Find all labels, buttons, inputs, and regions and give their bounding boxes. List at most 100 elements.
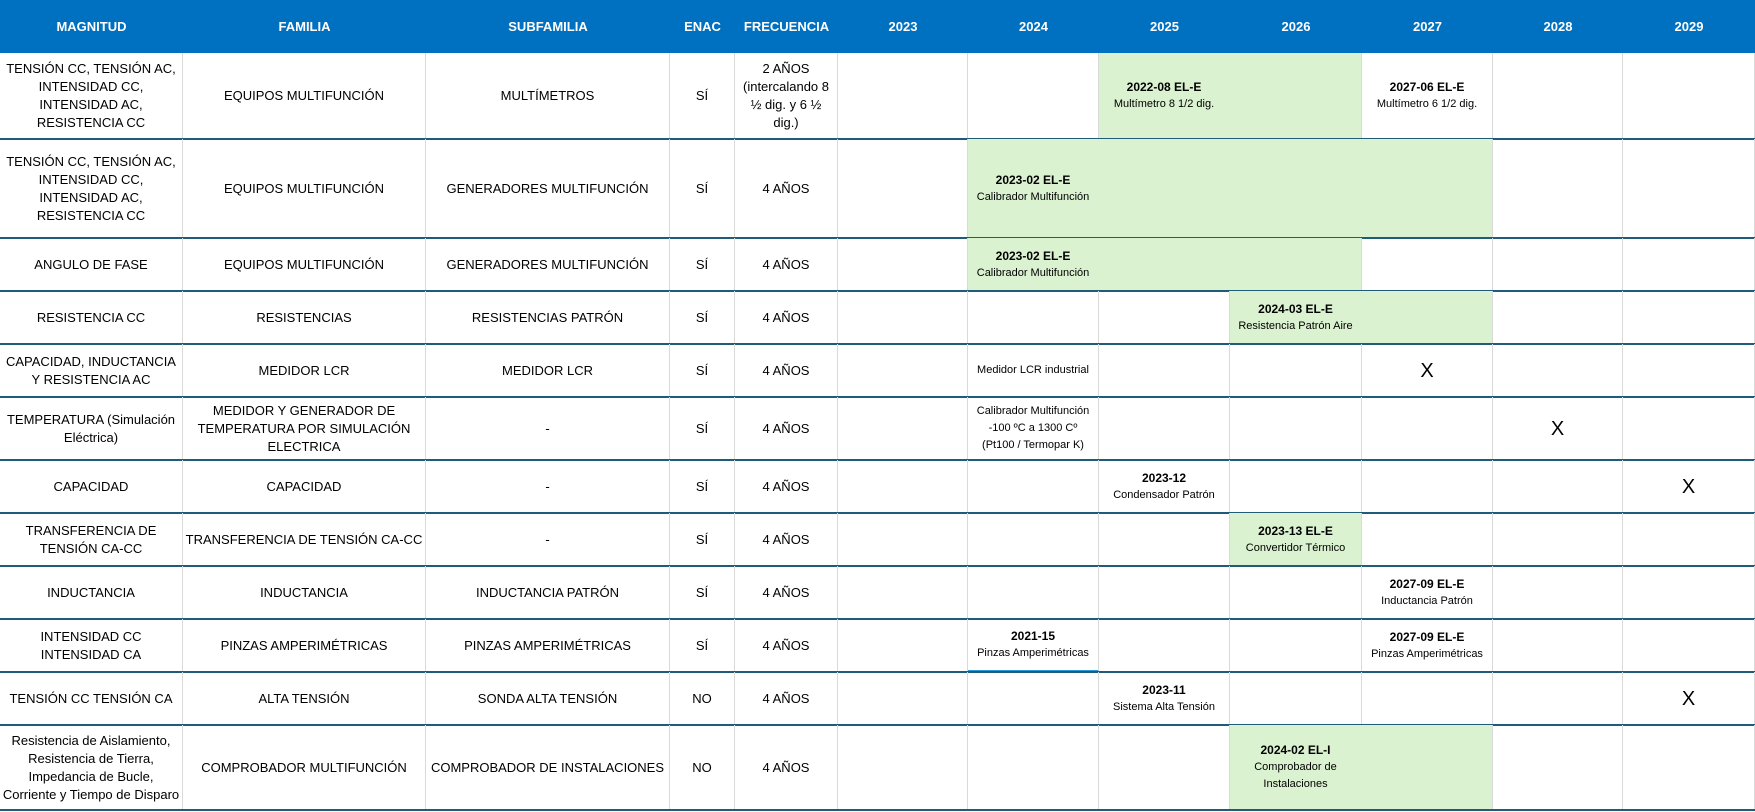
cell-year-2024[interactable]	[968, 566, 1099, 619]
cell-year-2027[interactable]	[1362, 238, 1493, 291]
cell-year-2028[interactable]	[1493, 344, 1623, 397]
cell-familia[interactable]: MEDIDOR Y GENERADOR DE TEMPERATURA POR S…	[183, 397, 426, 460]
cell-frecuencia[interactable]: 4 AÑOS	[735, 619, 838, 672]
cell-year-2028[interactable]	[1493, 238, 1623, 291]
cell-year-2024[interactable]: 2023-02 EL-E Calibrador Multifunción	[968, 238, 1099, 291]
cell-year-2026[interactable]: 2023-13 EL-E Convertidor Térmico	[1230, 513, 1362, 566]
header-year-2026[interactable]: 2026	[1230, 0, 1362, 53]
cell-magnitud[interactable]: ANGULO DE FASE	[0, 238, 183, 291]
cell-enac[interactable]: SÍ	[670, 566, 735, 619]
cell-enac[interactable]: SÍ	[670, 238, 735, 291]
cell-year-2029[interactable]	[1623, 344, 1755, 397]
cell-frecuencia[interactable]: 4 AÑOS	[735, 344, 838, 397]
cell-year-2029[interactable]	[1623, 291, 1755, 344]
cell-year-2029[interactable]	[1623, 238, 1755, 291]
cell-subfamilia[interactable]: GENERADORES MULTIFUNCIÓN	[426, 139, 670, 238]
cell-magnitud[interactable]: INTENSIDAD CC INTENSIDAD CA	[0, 619, 183, 672]
header-year-2023[interactable]: 2023	[838, 0, 968, 53]
cell-year-2023[interactable]	[838, 397, 968, 460]
cell-enac[interactable]: SÍ	[670, 619, 735, 672]
header-enac[interactable]: ENAC	[670, 0, 735, 53]
header-year-2025[interactable]: 2025	[1099, 0, 1230, 53]
header-subfamilia[interactable]: SUBFAMILIA	[426, 0, 670, 53]
cell-year-2026[interactable]	[1230, 619, 1362, 672]
header-year-2027[interactable]: 2027	[1362, 0, 1493, 53]
cell-subfamilia[interactable]: MEDIDOR LCR	[426, 344, 670, 397]
cell-year-2028[interactable]	[1493, 672, 1623, 725]
cell-year-2026[interactable]	[1230, 672, 1362, 725]
cell-year-2023[interactable]	[838, 566, 968, 619]
cell-magnitud[interactable]: TENSIÓN CC, TENSIÓN AC, INTENSIDAD CC, I…	[0, 53, 183, 139]
cell-year-2026[interactable]	[1230, 139, 1362, 238]
cell-year-2025[interactable]	[1099, 513, 1230, 566]
cell-year-2027[interactable]: 2027-09 EL-E Inductancia Patrón	[1362, 566, 1493, 619]
cell-year-2024[interactable]	[968, 460, 1099, 513]
cell-magnitud[interactable]: TENSIÓN CC, TENSIÓN AC, INTENSIDAD CC, I…	[0, 139, 183, 238]
cell-frecuencia[interactable]: 4 AÑOS	[735, 566, 838, 619]
cell-subfamilia[interactable]: MULTÍMETROS	[426, 53, 670, 139]
cell-familia[interactable]: EQUIPOS MULTIFUNCIÓN	[183, 53, 426, 139]
cell-year-2028[interactable]	[1493, 566, 1623, 619]
cell-enac[interactable]: SÍ	[670, 513, 735, 566]
cell-frecuencia[interactable]: 4 AÑOS	[735, 725, 838, 810]
cell-familia[interactable]: EQUIPOS MULTIFUNCIÓN	[183, 238, 426, 291]
cell-year-2023[interactable]	[838, 53, 968, 139]
cell-year-2026[interactable]	[1230, 53, 1362, 139]
cell-year-2029[interactable]: X	[1623, 460, 1755, 513]
cell-magnitud[interactable]: INDUCTANCIA	[0, 566, 183, 619]
cell-enac[interactable]: SÍ	[670, 291, 735, 344]
cell-year-2027[interactable]	[1362, 397, 1493, 460]
cell-year-2024[interactable]	[968, 513, 1099, 566]
cell-frecuencia[interactable]: 4 AÑOS	[735, 291, 838, 344]
cell-year-2028[interactable]: X	[1493, 397, 1623, 460]
cell-subfamilia[interactable]: PINZAS AMPERIMÉTRICAS	[426, 619, 670, 672]
cell-year-2023[interactable]	[838, 672, 968, 725]
cell-year-2026[interactable]: 2024-02 EL-I Comprobador de Instalaciones	[1230, 725, 1362, 810]
cell-frecuencia[interactable]: 4 AÑOS	[735, 460, 838, 513]
cell-enac[interactable]: SÍ	[670, 53, 735, 139]
cell-year-2029[interactable]	[1623, 566, 1755, 619]
cell-year-2023[interactable]	[838, 139, 968, 238]
cell-subfamilia[interactable]: -	[426, 397, 670, 460]
cell-year-2025[interactable]	[1099, 238, 1230, 291]
cell-year-2023[interactable]	[838, 291, 968, 344]
cell-enac[interactable]: SÍ	[670, 397, 735, 460]
cell-familia[interactable]: MEDIDOR LCR	[183, 344, 426, 397]
cell-subfamilia[interactable]: RESISTENCIAS PATRÓN	[426, 291, 670, 344]
cell-year-2025[interactable]: 2023-11 Sistema Alta Tensión	[1099, 672, 1230, 725]
cell-frecuencia[interactable]: 2 AÑOS (intercalando 8 ½ dig. y 6 ½ dig.…	[735, 53, 838, 139]
cell-subfamilia[interactable]: COMPROBADOR DE INSTALACIONES	[426, 725, 670, 810]
cell-year-2023[interactable]	[838, 460, 968, 513]
cell-year-2025[interactable]: 2022-08 EL-E Multímetro 8 1/2 dig.	[1099, 53, 1230, 139]
cell-year-2028[interactable]	[1493, 53, 1623, 139]
cell-year-2027[interactable]	[1362, 139, 1493, 238]
cell-year-2029[interactable]	[1623, 397, 1755, 460]
cell-year-2028[interactable]	[1493, 460, 1623, 513]
cell-year-2027[interactable]: X	[1362, 344, 1493, 397]
cell-year-2027[interactable]	[1362, 513, 1493, 566]
cell-subfamilia[interactable]: INDUCTANCIA PATRÓN	[426, 566, 670, 619]
cell-year-2027[interactable]	[1362, 460, 1493, 513]
cell-year-2028[interactable]	[1493, 619, 1623, 672]
cell-year-2023[interactable]	[838, 513, 968, 566]
cell-year-2029[interactable]	[1623, 725, 1755, 810]
cell-frecuencia[interactable]: 4 AÑOS	[735, 672, 838, 725]
cell-year-2025[interactable]	[1099, 725, 1230, 810]
cell-familia[interactable]: TRANSFERENCIA DE TENSIÓN CA-CC	[183, 513, 426, 566]
cell-familia[interactable]: EQUIPOS MULTIFUNCIÓN	[183, 139, 426, 238]
cell-year-2026[interactable]	[1230, 238, 1362, 291]
cell-year-2025[interactable]	[1099, 291, 1230, 344]
cell-enac[interactable]: NO	[670, 672, 735, 725]
cell-year-2027[interactable]: 2027-06 EL-E Multímetro 6 1/2 dig.	[1362, 53, 1493, 139]
header-year-2029[interactable]: 2029	[1623, 0, 1755, 53]
cell-year-2024[interactable]	[968, 672, 1099, 725]
cell-familia[interactable]: ALTA TENSIÓN	[183, 672, 426, 725]
cell-subfamilia[interactable]: -	[426, 513, 670, 566]
header-familia[interactable]: FAMILIA	[183, 0, 426, 53]
cell-year-2024[interactable]	[968, 725, 1099, 810]
cell-year-2023[interactable]	[838, 238, 968, 291]
cell-year-2026[interactable]	[1230, 397, 1362, 460]
cell-enac[interactable]: SÍ	[670, 344, 735, 397]
cell-frecuencia[interactable]: 4 AÑOS	[735, 397, 838, 460]
cell-year-2029[interactable]	[1623, 619, 1755, 672]
